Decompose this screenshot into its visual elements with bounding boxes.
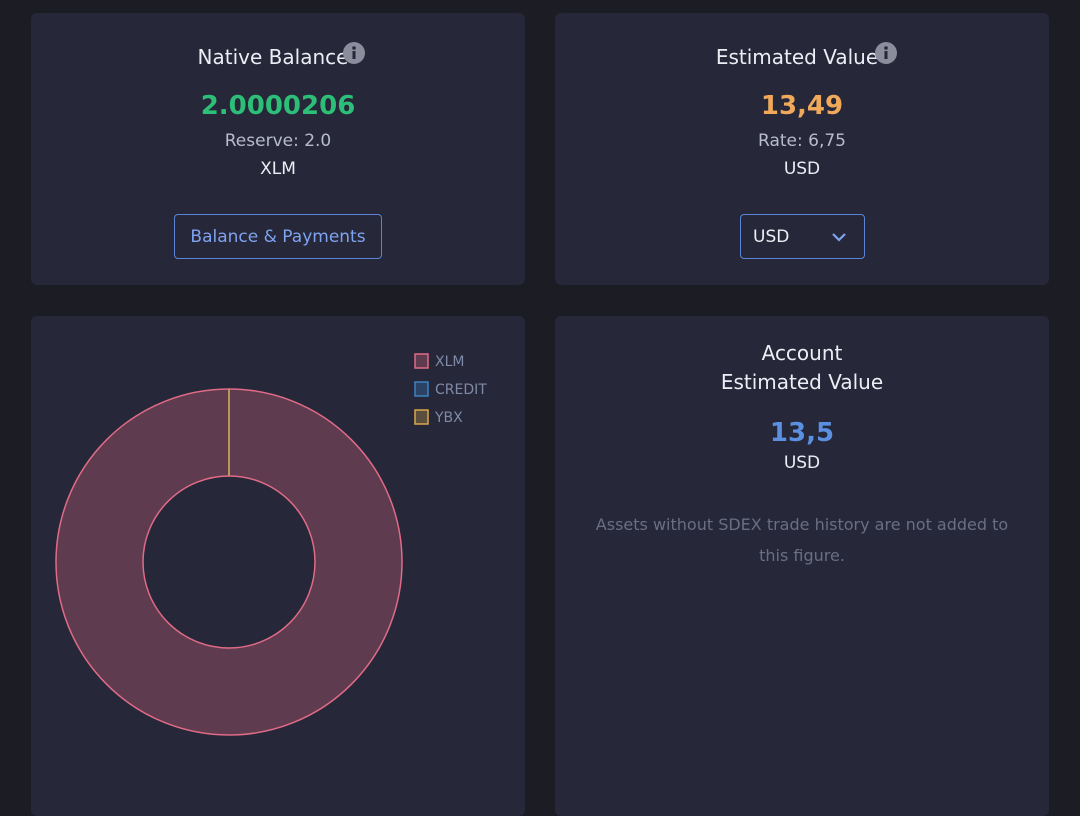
rate: Rate: 6,75 — [758, 131, 846, 151]
chart-card: XLM CREDIT YBX — [31, 316, 525, 816]
native-balance-card: Native Balance 2.0000206 Reserve: 2.0 XL… — [31, 13, 525, 285]
card-title: Estimated Value — [720, 370, 884, 394]
account-value: 13,5 — [769, 418, 835, 448]
info-icon[interactable] — [343, 42, 365, 64]
legend-swatch — [414, 381, 429, 397]
card-title: Native Balance — [197, 45, 349, 69]
balance-button[interactable]: Balance & Payments — [174, 214, 382, 259]
chevron — [832, 233, 846, 242]
unit: USD — [783, 453, 821, 473]
doughnut-chart: XLM CREDIT YBX — [55, 353, 487, 736]
legend-label: XLM — [435, 354, 464, 370]
note: Assets without SDEX trade history are no… — [595, 515, 1009, 565]
info-icon[interactable] — [875, 42, 897, 64]
currency-select[interactable]: USD — [740, 214, 865, 259]
balance-value: 2.0000206 — [200, 91, 356, 121]
card-title: Account — [761, 341, 843, 365]
doughnut-segment — [55, 388, 403, 736]
reserve: Reserve: 2.0 — [224, 131, 332, 151]
card-title: Estimated Value — [715, 45, 879, 69]
legend-swatch — [414, 409, 429, 425]
account-value-card: Account Estimated Value 13,5 USD Assets … — [555, 316, 1049, 816]
unit: XLM — [260, 159, 296, 179]
estimated-value: 13,49 — [760, 91, 844, 121]
select-value: USD — [753, 226, 790, 247]
legend-swatch — [414, 353, 429, 369]
estimated-value-card: Estimated Value 13,49 Rate: 6,75 USD USD — [555, 13, 1049, 285]
unit: USD — [783, 159, 821, 179]
legend-label: YBX — [434, 410, 463, 426]
legend-label: CREDIT — [435, 382, 487, 398]
